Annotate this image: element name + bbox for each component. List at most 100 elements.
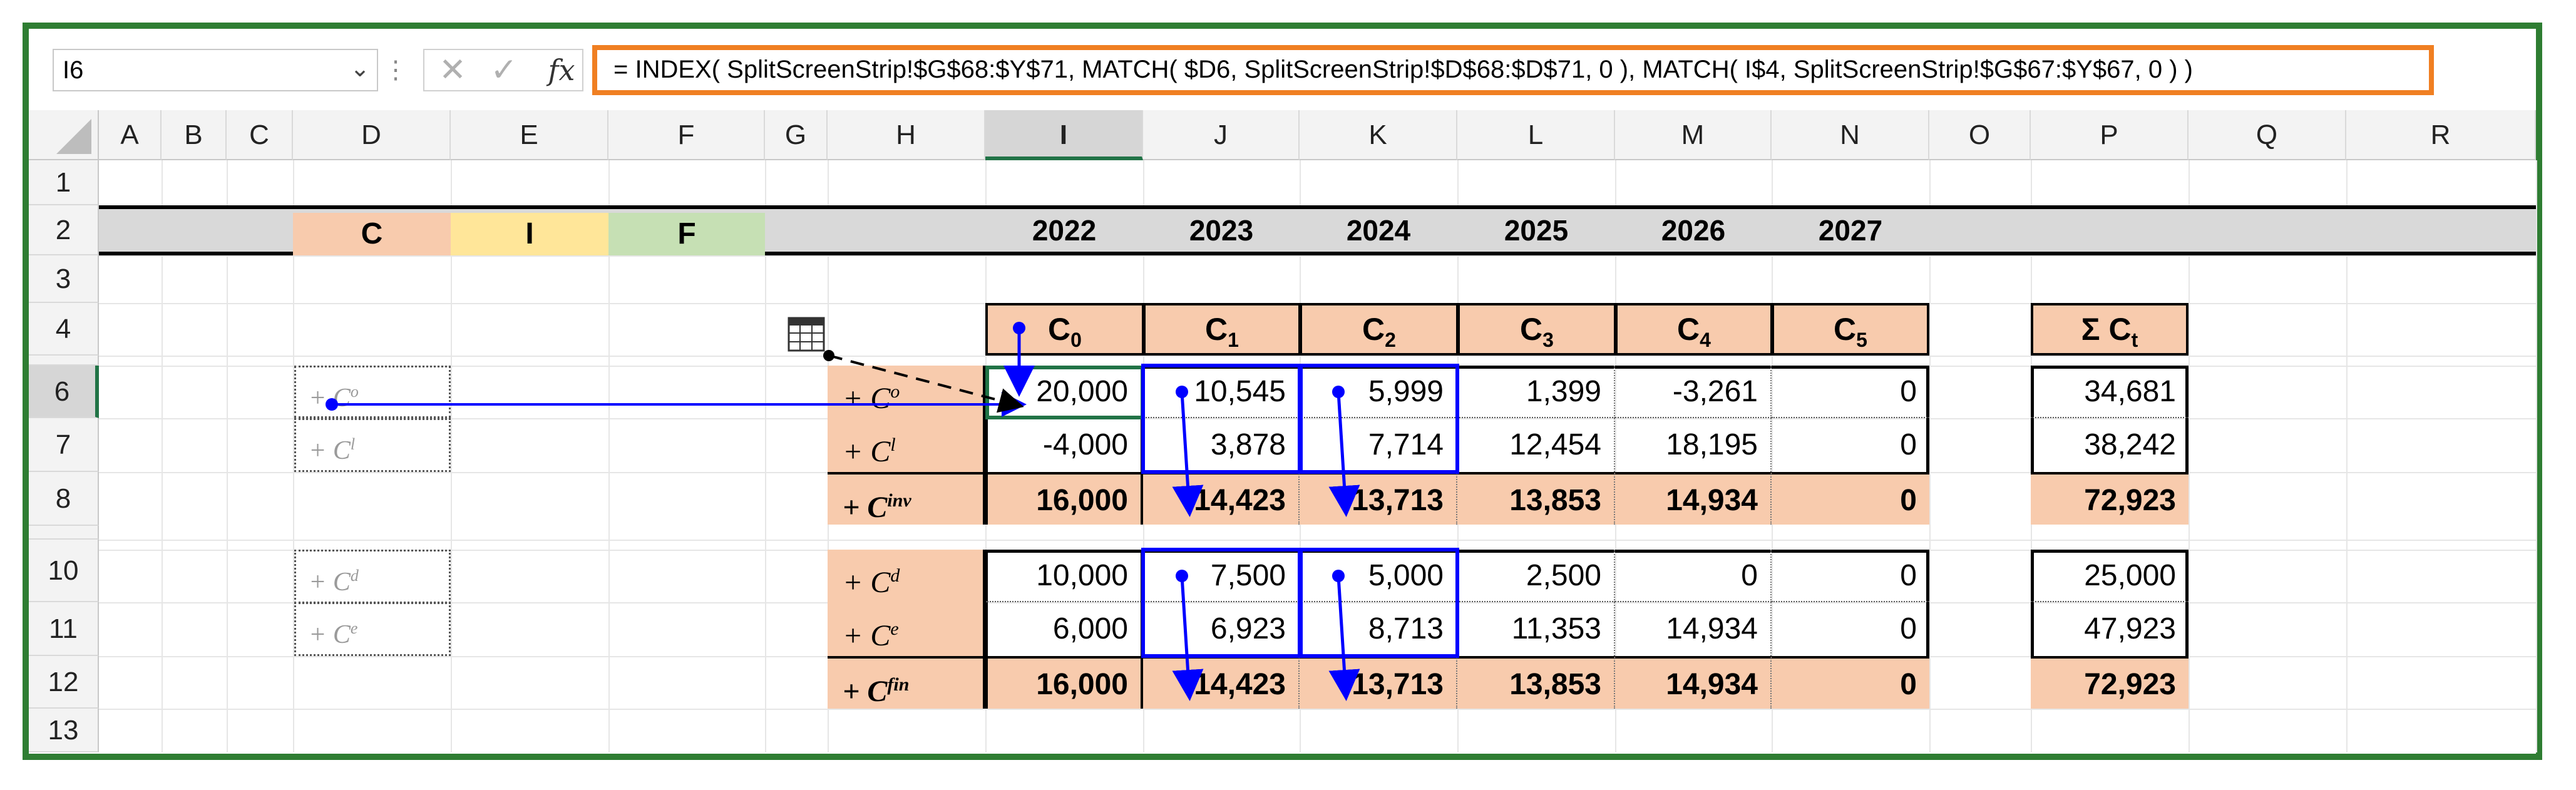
row-header-3[interactable]: 3 xyxy=(29,255,99,303)
gridline-vertical xyxy=(608,160,610,752)
value-cell[interactable]: 10,000 xyxy=(985,550,1143,602)
value-cell[interactable]: 18,195 xyxy=(1615,418,1772,472)
row-header-1[interactable]: 1 xyxy=(29,160,99,205)
row-label-sup: fin xyxy=(887,674,910,695)
year-label: 2023 xyxy=(1189,214,1254,247)
value-cell[interactable]: 0 xyxy=(1772,366,1929,418)
row-header-9[interactable] xyxy=(29,526,99,540)
row-header-7[interactable]: 7 xyxy=(29,418,99,472)
value-cell[interactable]: 10,545 xyxy=(1143,366,1300,418)
formula-input[interactable]: = INDEX( SplitScreenStrip!$G$68:$Y$71, M… xyxy=(592,45,2434,95)
value-cell[interactable]: 13,713 xyxy=(1300,656,1457,709)
enter-icon[interactable]: ✓ xyxy=(490,52,518,88)
gridline-vertical xyxy=(2346,160,2348,752)
sum-cell[interactable]: 72,923 xyxy=(2031,472,2189,525)
column-header-f[interactable]: F xyxy=(608,110,765,160)
column-header-g[interactable]: G xyxy=(765,110,828,160)
trace-range-box xyxy=(1298,364,1459,474)
year-label: 2024 xyxy=(1346,214,1411,247)
sum-cell[interactable]: 34,681 xyxy=(2031,366,2189,418)
sum-cell[interactable]: 38,242 xyxy=(2084,428,2176,461)
row-header-13[interactable]: 13 xyxy=(29,709,99,752)
row-header-12[interactable]: 12 xyxy=(29,656,99,709)
row-header-6[interactable]: 6 xyxy=(29,366,99,418)
value-cell[interactable]: 13,853 xyxy=(1457,472,1615,525)
sum-header-base: Σ C xyxy=(2081,312,2132,347)
value-cell[interactable]: 0 xyxy=(1772,550,1929,602)
cancel-icon[interactable]: ✕ xyxy=(439,52,466,88)
value-cell[interactable]: 0 xyxy=(1900,612,1917,645)
value-cell[interactable]: 1,399 xyxy=(1457,366,1615,418)
column-header-o[interactable]: O xyxy=(1929,110,2031,160)
row-label-base: + C xyxy=(843,675,888,708)
row-label-base: + C xyxy=(843,382,891,415)
column-header-j[interactable]: J xyxy=(1143,110,1300,160)
gridline-horizontal xyxy=(99,602,2536,603)
fx-icon[interactable]: fx xyxy=(548,53,575,87)
row-header-2[interactable]: 2 xyxy=(29,205,99,255)
value-cell[interactable]: 11,353 xyxy=(1457,602,1615,656)
year-label: 2026 xyxy=(1661,214,1726,247)
trace-range-box xyxy=(1141,364,1303,474)
value-cell[interactable]: 3,878 xyxy=(1143,418,1300,472)
value-cell[interactable]: 16,000 xyxy=(985,472,1143,525)
column-header-i[interactable]: I xyxy=(985,110,1143,160)
sum-cell[interactable]: 25,000 xyxy=(2031,550,2189,602)
value-cell[interactable]: 0 xyxy=(1772,656,1929,709)
value-cell[interactable]: 0 xyxy=(1772,472,1929,525)
ghost-label-base: + C xyxy=(309,568,351,597)
period-header-sub: 1 xyxy=(1228,329,1239,351)
column-header-c[interactable]: C xyxy=(227,110,293,160)
ghost-label-d: + Cd xyxy=(294,550,451,603)
column-header-n[interactable]: N xyxy=(1772,110,1929,160)
row-header-8[interactable]: 8 xyxy=(29,472,99,526)
trace-range-box xyxy=(1141,548,1303,658)
gridline-vertical xyxy=(1615,160,1616,752)
column-header-p[interactable]: P xyxy=(2031,110,2189,160)
column-header-a[interactable]: A xyxy=(99,110,162,160)
column-header-d[interactable]: D xyxy=(293,110,451,160)
row-header-4[interactable]: 4 xyxy=(29,303,99,356)
value-cell[interactable]: 14,934 xyxy=(1615,656,1772,709)
row-label-inv: + Cinv xyxy=(828,472,985,525)
value-cell[interactable]: 5,999 xyxy=(1300,366,1457,418)
select-all-corner[interactable] xyxy=(29,110,99,160)
column-header-l[interactable]: L xyxy=(1457,110,1615,160)
value-cell[interactable]: 14,934 xyxy=(1615,472,1772,525)
value-cell[interactable]: 5,000 xyxy=(1300,550,1457,602)
column-header-q[interactable]: Q xyxy=(2189,110,2346,160)
column-header-r[interactable]: R xyxy=(2346,110,2536,160)
value-cell[interactable]: 13,853 xyxy=(1457,656,1615,709)
value-cell[interactable]: 14,934 xyxy=(1615,602,1772,656)
value-cell[interactable]: 7,500 xyxy=(1143,550,1300,602)
value-cell[interactable]: -3,261 xyxy=(1615,366,1772,418)
trace-arrow xyxy=(1172,391,1204,517)
value-cell[interactable]: 16,000 xyxy=(985,656,1143,709)
column-header-h[interactable]: H xyxy=(828,110,985,160)
row-label-base: + C xyxy=(843,566,891,599)
table-icon xyxy=(786,315,826,353)
row-label-sup: d xyxy=(890,565,900,586)
column-header-k[interactable]: K xyxy=(1300,110,1457,160)
value-cell[interactable]: 0 xyxy=(1615,550,1772,602)
value-cell[interactable]: 0 xyxy=(1900,428,1917,461)
value-cell[interactable]: 7,714 xyxy=(1300,418,1457,472)
sum-cell[interactable]: 47,923 xyxy=(2084,612,2176,645)
sum-cell[interactable]: 72,923 xyxy=(2031,656,2189,709)
row-label-e: + Ce xyxy=(828,602,985,656)
value-cell[interactable]: 13,713 xyxy=(1300,472,1457,525)
column-header-e[interactable]: E xyxy=(451,110,608,160)
row-header-5[interactable] xyxy=(29,356,99,366)
ghost-label-sup: e xyxy=(350,619,358,637)
row-header-10[interactable]: 10 xyxy=(29,540,99,602)
chevron-down-icon[interactable]: ⌄ xyxy=(350,56,370,82)
column-header-b[interactable]: B xyxy=(162,110,227,160)
value-cell[interactable]: 12,454 xyxy=(1457,418,1615,472)
row-header-11[interactable]: 11 xyxy=(29,602,99,656)
column-header-m[interactable]: M xyxy=(1615,110,1772,160)
row-label-sup: o xyxy=(890,381,900,402)
precedent-arrow xyxy=(828,354,1024,413)
row-label-fin: + Cfin xyxy=(828,656,985,709)
name-box[interactable]: I6 xyxy=(53,49,378,91)
value-cell[interactable]: 2,500 xyxy=(1457,550,1615,602)
